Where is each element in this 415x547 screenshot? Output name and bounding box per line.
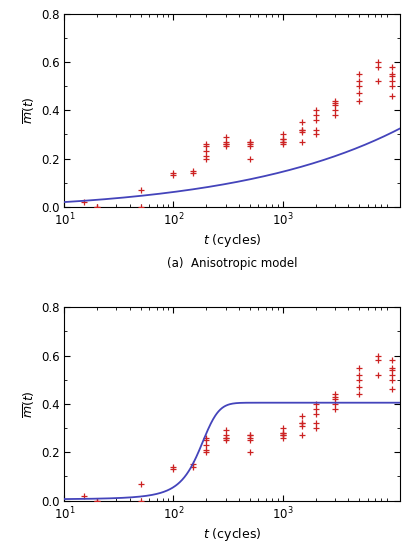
X-axis label: $t$ (cycles): $t$ (cycles) [203, 526, 261, 543]
Y-axis label: $\overline{m}(t)$: $\overline{m}(t)$ [22, 96, 37, 124]
X-axis label: $t$ (cycles): $t$ (cycles) [203, 232, 261, 249]
Y-axis label: $\overline{m}(t)$: $\overline{m}(t)$ [22, 390, 37, 418]
Text: (a)  Anisotropic model: (a) Anisotropic model [167, 257, 298, 270]
